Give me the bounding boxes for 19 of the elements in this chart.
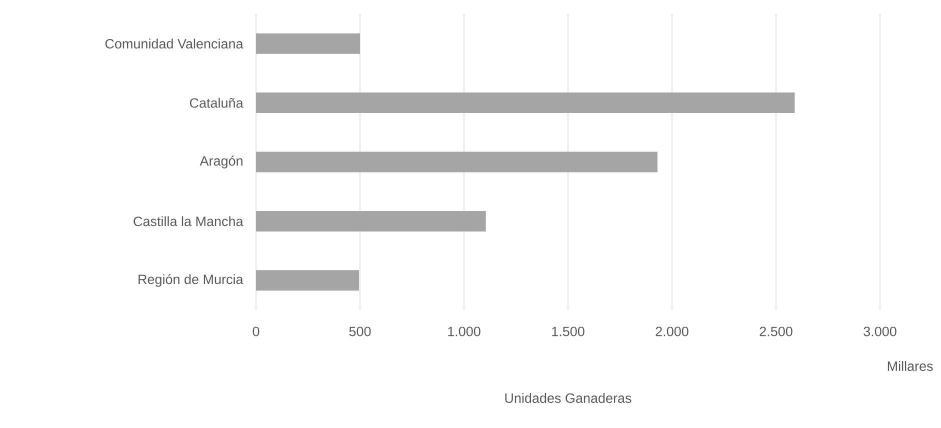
- x-tick-label: 3.000: [864, 326, 896, 336]
- x-tick-label: 500: [349, 326, 371, 336]
- x-tick-label: 1.000: [448, 326, 480, 336]
- x-axis-title: Unidades Ganaderas: [505, 393, 632, 403]
- text: Millares: [888, 361, 933, 371]
- x-tick-label: 1.500: [552, 326, 584, 336]
- y-tick-label: Castilla la Mancha: [134, 216, 244, 226]
- bar: [256, 92, 795, 114]
- y-tick-label: Cataluña: [190, 98, 244, 108]
- bar: [256, 33, 360, 54]
- y-tick-label: Aragón: [200, 156, 242, 168]
- bar: [256, 270, 359, 291]
- bar: [256, 210, 486, 232]
- y-tick-label: Región de Murcia: [138, 274, 244, 287]
- x-tick-label: 2.500: [760, 326, 792, 336]
- y-tick-label: Comunidad Valenciana: [105, 38, 244, 49]
- bar: [256, 152, 658, 172]
- x-tick-label: 0: [252, 326, 260, 336]
- x-tick-label: 2.000: [656, 326, 688, 336]
